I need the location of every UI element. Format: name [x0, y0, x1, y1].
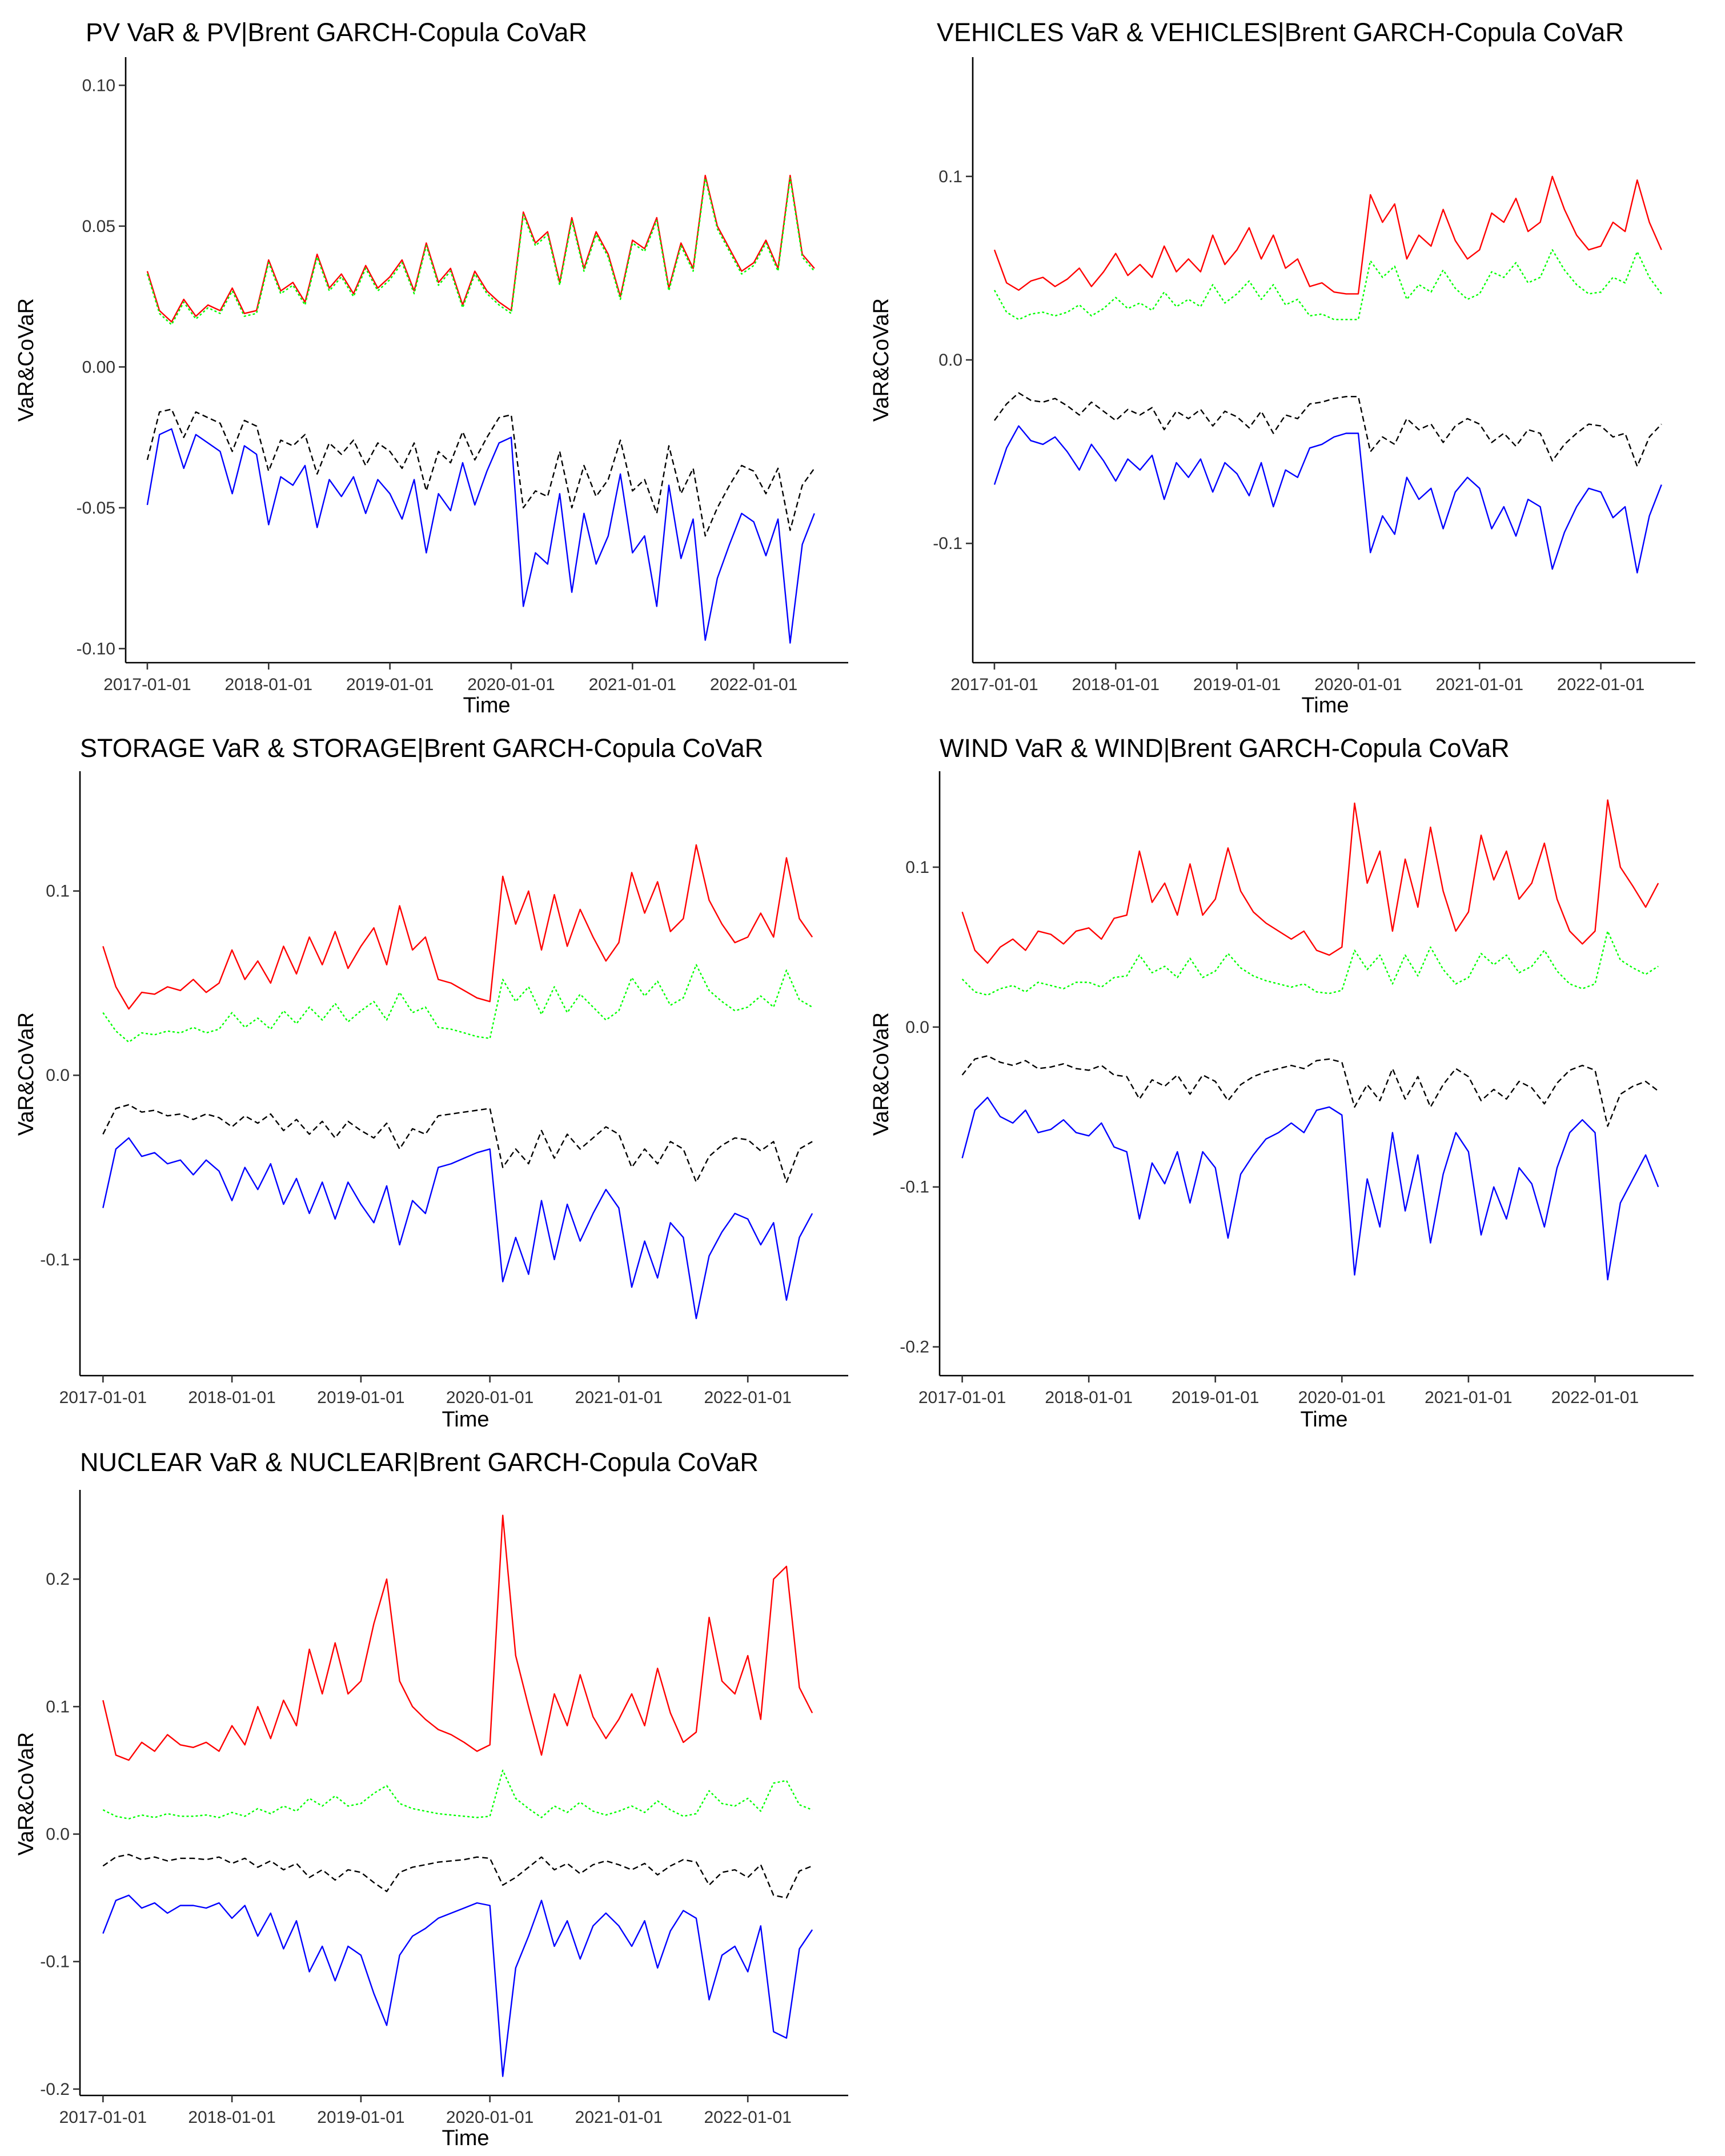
- x-axis-title: Time: [1301, 694, 1349, 718]
- series-line-1: [961, 799, 1659, 964]
- panel-title: VEHICLES VaR & VEHICLES|Brent GARCH-Copu…: [937, 18, 1624, 47]
- y-tick-label: 0.1: [938, 167, 962, 186]
- panel-title: PV VaR & PV|Brent GARCH-Copula CoVaR: [86, 18, 587, 47]
- y-tick-label: -0.2: [900, 1338, 929, 1357]
- series-line-3: [102, 1104, 813, 1183]
- x-tick-label: 2020-01-01: [1298, 1388, 1386, 1407]
- panel-title: WIND VaR & WIND|Brent GARCH-Copula CoVaR: [940, 734, 1510, 763]
- x-tick-label: 2021-01-01: [1436, 675, 1523, 694]
- x-tick-label: 2020-01-01: [467, 675, 555, 694]
- x-tick-label: 2019-01-01: [1193, 675, 1281, 694]
- x-tick-label: 2017-01-01: [59, 2108, 147, 2127]
- x-tick-label: 2022-01-01: [1557, 675, 1644, 694]
- panel-storage: STORAGE VaR & STORAGE|Brent GARCH-Copula…: [14, 734, 848, 1432]
- x-tick-label: 2021-01-01: [589, 675, 676, 694]
- x-tick-label: 2017-01-01: [918, 1388, 1006, 1407]
- x-tick-label: 2019-01-01: [317, 1388, 404, 1407]
- series-line-3: [994, 392, 1662, 467]
- y-tick-label: 0.10: [82, 76, 115, 95]
- y-tick-label: 0.0: [46, 1825, 70, 1844]
- x-tick-label: 2019-01-01: [1172, 1388, 1259, 1407]
- y-axis-title: VaR&CoVaR: [14, 1732, 38, 1856]
- plot-area: -0.10 -0.05 0.00 0.05 0.10 2017-01-01 2018-01-…: [77, 57, 848, 694]
- series-line-4: [102, 1137, 813, 1320]
- series-line-4: [961, 1096, 1659, 1281]
- y-tick-label: 0.05: [82, 217, 115, 236]
- series-line-1: [993, 175, 1662, 295]
- y-tick-label: 0.0: [905, 1018, 929, 1037]
- plot-area: -0.2 -0.1 0.0 0.1 0.2 2017-01-01 2018-01-01 201…: [40, 1490, 848, 2127]
- plot-area: -0.2 -0.1 0.0 0.1 2017-01-01 2018-01-01 2019-0…: [900, 771, 1694, 1407]
- y-axis-title: VaR&CoVaR: [869, 298, 893, 422]
- y-tick-label: 0.1: [46, 1697, 70, 1716]
- x-axis-title: Time: [442, 1408, 489, 1432]
- x-tick-label: 2019-01-01: [346, 675, 434, 694]
- y-tick-label: 0.1: [46, 882, 70, 901]
- y-tick-label: 0.0: [46, 1066, 70, 1085]
- series-line-3: [146, 408, 815, 537]
- series-line-2: [146, 177, 815, 326]
- panel-wind: WIND VaR & WIND|Brent GARCH-Copula CoVaR…: [869, 734, 1694, 1432]
- x-tick-label: 2022-01-01: [710, 675, 797, 694]
- y-tick-label: 0.1: [905, 858, 929, 877]
- plot-area: -0.1 0.0 0.1 2017-01-01 2018-01-01 2019-01-01…: [40, 771, 848, 1407]
- panel-vehicles: VEHICLES VaR & VEHICLES|Brent GARCH-Copu…: [869, 18, 1695, 718]
- x-tick-label: 2018-01-01: [225, 675, 312, 694]
- x-tick-label: 2019-01-01: [317, 2108, 404, 2127]
- x-tick-label: 2018-01-01: [188, 2108, 275, 2127]
- panel-pv: PV VaR & PV|Brent GARCH-Copula CoVaR -0.…: [14, 18, 848, 718]
- panel-nuclear: NUCLEAR VaR & NUCLEAR|Brent GARCH-Copula…: [14, 1448, 848, 2150]
- x-tick-label: 2021-01-01: [575, 2108, 663, 2127]
- x-tick-label: 2020-01-01: [1314, 675, 1402, 694]
- series-line-1: [102, 844, 813, 1010]
- x-tick-label: 2018-01-01: [1045, 1388, 1132, 1407]
- series-line-2: [993, 249, 1662, 320]
- y-axis-title: VaR&CoVaR: [14, 1012, 38, 1136]
- y-tick-label: -0.1: [933, 534, 962, 553]
- x-tick-label: 2021-01-01: [575, 1388, 663, 1407]
- x-tick-label: 2022-01-01: [704, 2108, 791, 2127]
- x-axis-title: Time: [442, 2126, 489, 2150]
- series-line-4: [993, 425, 1662, 574]
- panel-title: STORAGE VaR & STORAGE|Brent GARCH-Copula…: [80, 734, 763, 763]
- series-line-1: [102, 1514, 813, 1761]
- y-tick-label: -0.1: [900, 1178, 929, 1197]
- y-tick-label: 0.00: [82, 358, 115, 376]
- x-tick-label: 2017-01-01: [950, 675, 1038, 694]
- x-tick-label: 2021-01-01: [1425, 1388, 1512, 1407]
- series-line-4: [102, 1894, 813, 2077]
- y-tick-label: -0.05: [77, 499, 115, 518]
- series-line-4: [146, 428, 815, 644]
- y-axis-title: VaR&CoVaR: [14, 298, 38, 422]
- x-tick-label: 2020-01-01: [446, 1388, 533, 1407]
- x-axis-title: Time: [1300, 1408, 1347, 1432]
- y-tick-label: -0.1: [40, 1251, 70, 1269]
- y-tick-label: 0.2: [46, 1570, 70, 1589]
- y-axis-title: VaR&CoVaR: [869, 1012, 893, 1136]
- x-tick-label: 2018-01-01: [188, 1388, 275, 1407]
- x-tick-label: 2022-01-01: [704, 1388, 791, 1407]
- y-tick-label: 0.0: [938, 351, 962, 370]
- plot-area: -0.1 0.0 0.1 2017-01-01 2018-01-01 2019-01-01…: [933, 57, 1695, 694]
- series-line-3: [961, 1055, 1659, 1127]
- x-tick-label: 2017-01-01: [59, 1388, 147, 1407]
- panel-title: NUCLEAR VaR & NUCLEAR|Brent GARCH-Copula…: [80, 1448, 759, 1477]
- x-tick-label: 2022-01-01: [1551, 1388, 1639, 1407]
- x-axis-title: Time: [463, 694, 510, 718]
- series-line-3: [102, 1853, 813, 1899]
- y-tick-label: -0.2: [40, 2080, 70, 2099]
- series-line-2: [102, 1769, 813, 1820]
- x-tick-label: 2017-01-01: [103, 675, 191, 694]
- x-tick-label: 2020-01-01: [446, 2108, 533, 2127]
- x-tick-label: 2018-01-01: [1072, 675, 1160, 694]
- y-tick-label: -0.1: [40, 1953, 70, 1971]
- y-tick-label: -0.10: [77, 639, 115, 658]
